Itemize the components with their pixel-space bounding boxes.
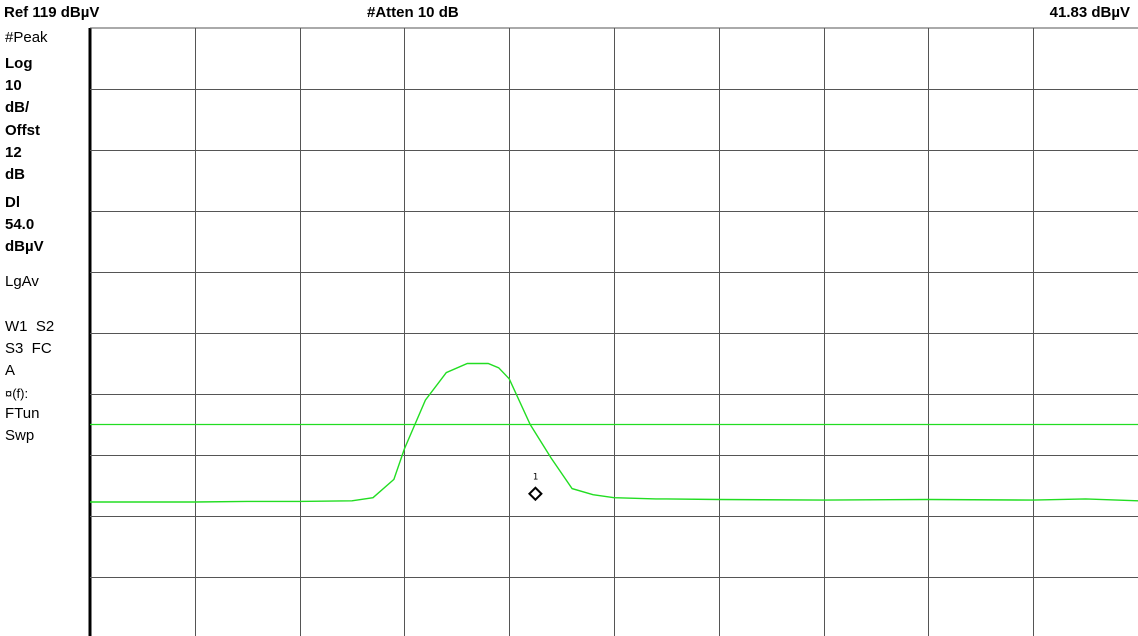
marker-diamond xyxy=(527,486,543,502)
detector-label: #Peak xyxy=(5,29,48,46)
scale-type-label: Log xyxy=(5,55,33,72)
average-mode-label: LgAv xyxy=(5,273,39,290)
marker-number-label: 1 xyxy=(533,473,538,483)
trace-line xyxy=(90,362,1138,503)
marker-layer: 1 xyxy=(527,473,543,502)
scale-unit-label: dB/ xyxy=(5,99,30,116)
trace-status-line-3: A xyxy=(5,362,16,379)
trace-layer xyxy=(90,362,1138,503)
display-line-label: Dl xyxy=(5,194,20,211)
marker-amplitude-readout: 41.83 dBµV xyxy=(1049,4,1130,21)
offset-value-label: 12 xyxy=(5,144,22,161)
function-value-label: FTun xyxy=(5,405,40,422)
trace-status-line-2: S3 FC xyxy=(5,340,52,357)
reference-level-label: Ref 119 dBµV xyxy=(4,4,100,21)
sweep-label: Swp xyxy=(5,427,35,444)
function-label: ¤(f): xyxy=(5,386,29,401)
scale-value-label: 10 xyxy=(5,77,22,94)
offset-unit-label: dB xyxy=(5,166,25,183)
offset-label: Offst xyxy=(5,122,40,139)
trace-status-line-1: W1 S2 xyxy=(5,318,55,335)
graticule-grid xyxy=(88,27,1138,636)
display-line-unit-label: dBµV xyxy=(5,238,44,255)
attenuation-label: #Atten 10 dB xyxy=(367,4,459,21)
display-line-value-label: 54.0 xyxy=(5,216,35,233)
